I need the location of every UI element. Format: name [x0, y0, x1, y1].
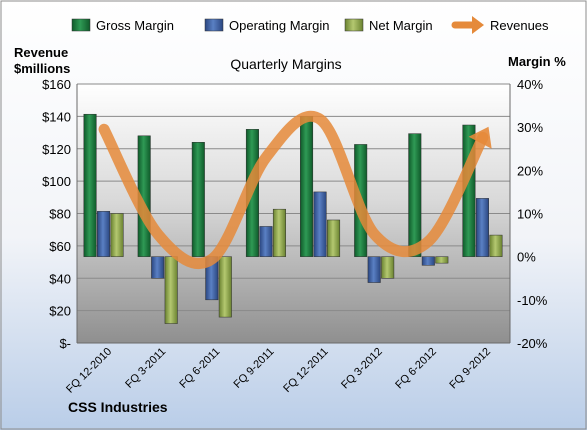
bar-operating-margin: [313, 191, 327, 257]
left-tick-label: $60: [49, 239, 71, 254]
bars-layer: [83, 113, 503, 324]
bar-operating-margin: [475, 198, 489, 257]
right-tick-label: -10%: [517, 293, 548, 308]
left-tick-label: $80: [49, 207, 71, 222]
chart-title: Quarterly Margins: [230, 56, 341, 72]
bar-net-margin: [164, 256, 178, 324]
bar-gross-margin: [408, 133, 422, 257]
bar-net-margin: [381, 256, 395, 279]
bar-gross-margin: [83, 113, 97, 257]
right-tick-label: 30%: [517, 120, 543, 135]
company-name: CSS Industries: [68, 399, 168, 415]
left-axis-label-line1: Revenue: [14, 45, 68, 60]
legend-label-net-margin: Net Margin: [369, 18, 433, 33]
revenue-curve: [98, 110, 489, 269]
revenue-line-layer: [98, 110, 492, 269]
right-axis-ticks: -20% -10% 0% 10% 20% 30% 40%: [517, 77, 548, 351]
left-tick-label: $-: [59, 336, 71, 351]
legend-label-operating-margin: Operating Margin: [229, 18, 329, 33]
left-tick-label: $100: [42, 174, 71, 189]
revenue-arrowhead: [468, 126, 492, 149]
legend-label-gross-margin: Gross Margin: [96, 18, 174, 33]
bar-operating-margin: [367, 256, 381, 283]
left-tick-label: $40: [49, 271, 71, 286]
left-axis-ticks: $- $20 $40 $60 $80 $100 $120 $140 $160: [42, 77, 71, 351]
right-tick-label: -20%: [517, 336, 548, 351]
legend-swatch-net-margin: [344, 18, 364, 32]
legend-swatch-operating-margin: [204, 18, 224, 32]
bar-operating-margin: [421, 256, 435, 266]
bar-net-margin: [272, 208, 286, 257]
left-tick-label: $160: [42, 77, 71, 92]
right-tick-label: 20%: [517, 163, 543, 178]
bar-net-margin: [327, 219, 341, 257]
right-tick-label: 10%: [517, 207, 543, 222]
right-tick-label: 0%: [517, 250, 536, 265]
right-axis-label: Margin %: [508, 54, 566, 69]
bar-operating-margin: [259, 226, 273, 257]
bar-operating-margin: [97, 211, 111, 257]
left-tick-label: $120: [42, 142, 71, 157]
bar-net-margin: [218, 256, 232, 318]
legend-swatch-gross-margin: [71, 18, 91, 32]
legend-arrowhead-revenues: [472, 16, 484, 34]
left-axis-label-line2: $millions: [14, 61, 70, 76]
left-tick-label: $20: [49, 304, 71, 319]
legend-label-revenues: Revenues: [490, 18, 549, 33]
bar-net-margin: [110, 213, 124, 257]
right-tick-label: 40%: [517, 77, 543, 92]
bar-gross-margin: [191, 142, 205, 257]
bar-net-margin: [489, 234, 503, 257]
bar-net-margin: [435, 256, 449, 264]
bar-operating-margin: [151, 256, 165, 279]
left-tick-label: $140: [42, 109, 71, 124]
bar-gross-margin: [300, 116, 314, 257]
legend: Gross Margin Operating Margin Net Margin Re…: [71, 16, 549, 34]
